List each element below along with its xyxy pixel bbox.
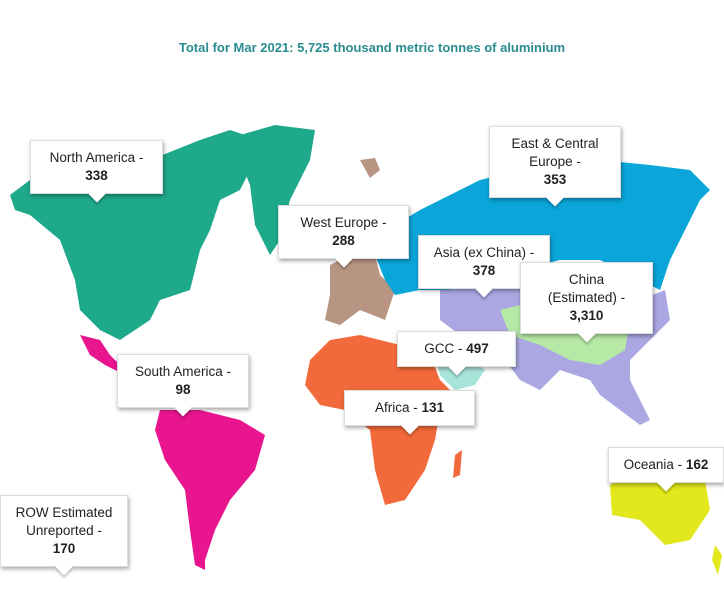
region-callout: South America - 98 — [117, 354, 249, 417]
region-name: Asia (ex China) - — [433, 245, 535, 260]
region-value: 338 — [85, 168, 108, 183]
region-callout: North America - 338 — [30, 140, 163, 203]
region-name: South America - — [134, 364, 232, 379]
region-name: North America - — [49, 150, 144, 165]
region-value: 131 — [421, 400, 445, 415]
title: Total for Mar 2021: 5,725 thousand metri… — [178, 40, 566, 55]
region-value: 170 — [52, 541, 76, 556]
region-callout: West Europe - 288 — [278, 205, 409, 268]
region-callout: GCC - 497 — [397, 331, 516, 376]
region-name: Oceania - — [623, 457, 683, 472]
region-name: West Europe - — [300, 215, 387, 230]
region-value: 162 — [685, 457, 709, 472]
region-callout: East & Central Europe - 353 — [489, 126, 621, 207]
region-name: Africa - — [374, 400, 418, 415]
region-value: 353 — [543, 172, 567, 187]
region-name: China (Estimated) - — [547, 272, 626, 305]
region-name: East & Central Europe - — [511, 136, 599, 169]
region-name: ROW Estimated Unreported - — [15, 505, 113, 538]
region-value: 288 — [332, 233, 355, 248]
region-callout: Oceania - 162 — [608, 447, 724, 492]
region-value: 378 — [472, 263, 496, 278]
oceania — [610, 470, 722, 575]
region-value: 98 — [175, 382, 191, 397]
region-callout: China (Estimated) - 3,310 — [520, 262, 653, 343]
region-callout: ROW Estimated Unreported - 170 — [0, 495, 128, 576]
region-value: 497 — [466, 341, 489, 356]
region-callout: Africa - 131 — [344, 390, 475, 435]
south-america — [80, 335, 265, 570]
region-name: GCC - — [424, 341, 463, 356]
region-value: 3,310 — [569, 308, 604, 323]
